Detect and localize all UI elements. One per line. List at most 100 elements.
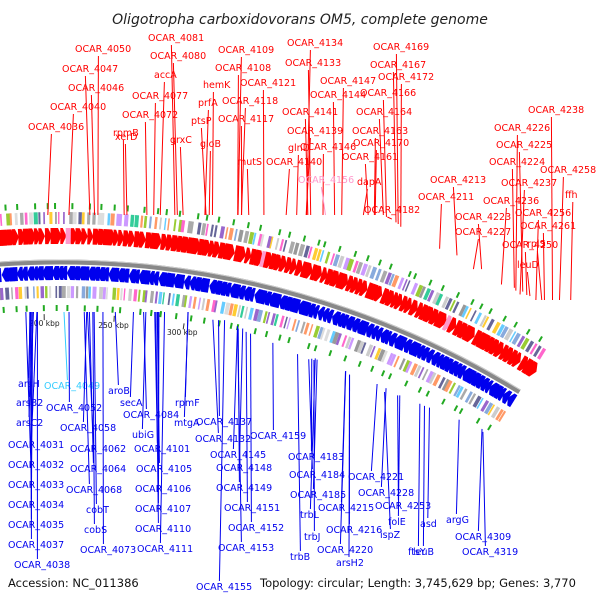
- inner-marker: [313, 345, 318, 352]
- inner-feature-block: [279, 315, 285, 328]
- reverse-gene-label: OCAR_4049: [44, 381, 100, 392]
- forward-label-leader: [452, 186, 458, 256]
- reverse-gene-label: OCAR_4151: [224, 503, 280, 514]
- forward-gene-arrow: [393, 293, 403, 310]
- forward-label-leader: [159, 81, 165, 216]
- outer-marker: [258, 224, 263, 231]
- inner-marker: [417, 386, 423, 394]
- reverse-gene-label: OCAR_4105: [136, 464, 192, 475]
- inner-marker: [425, 390, 430, 397]
- forward-gene-label: OCAR_4236: [483, 196, 539, 207]
- inner-feature-block: [205, 298, 211, 312]
- reverse-label-leader: [82, 311, 88, 423]
- forward-gene-arrow: [38, 228, 45, 245]
- genome-title: Oligotropha carboxidovorans OM5, complet…: [112, 12, 488, 28]
- outer-feature-block: [148, 216, 153, 229]
- inner-feature-block: [476, 397, 484, 409]
- forward-label-leader: [320, 186, 326, 216]
- reverse-strand-labels: arsHOCAR_4049arsB2arsC2OCAR_4031OCAR_403…: [8, 311, 518, 593]
- reverse-label-leader: [141, 311, 147, 430]
- outer-feature-block: [107, 213, 111, 226]
- reverse-gene-label: OCAR_4073: [80, 545, 136, 556]
- inner-marker: [278, 334, 282, 341]
- inner-feature-block: [468, 393, 477, 405]
- outer-feature-block: [481, 316, 490, 328]
- inner-feature-block: [70, 286, 75, 299]
- outer-marker: [232, 219, 236, 226]
- forward-gene-arrow: [243, 247, 252, 264]
- inner-feature-block: [308, 324, 314, 336]
- outer-feature-block: [196, 222, 202, 235]
- inner-feature-block: [356, 340, 365, 354]
- reverse-gene-arrow: [312, 304, 321, 319]
- reverse-label-leader: [63, 311, 68, 381]
- reverse-gene-arrow: [21, 266, 29, 281]
- outer-feature-block: [247, 231, 255, 245]
- reverse-gene-label: OCAR_4106: [135, 484, 191, 495]
- outer-feature-block: [173, 219, 177, 232]
- forward-gene-label: OCAR_4213: [430, 175, 486, 186]
- forward-label-leader: [472, 238, 479, 270]
- reverse-gene-arrow: [102, 267, 110, 282]
- outer-feature-block: [444, 297, 453, 311]
- forward-gene-arrow: [319, 266, 328, 284]
- inner-feature-block: [162, 292, 165, 305]
- outer-feature-block: [379, 270, 388, 283]
- inner-feature-block: [455, 386, 464, 399]
- outer-feature-block: [219, 226, 226, 239]
- forward-label-leader: [511, 168, 515, 288]
- outer-marker: [353, 250, 358, 258]
- outer-feature-block: [307, 246, 313, 259]
- forward-gene-label: OCAR_4036: [28, 122, 84, 133]
- reverse-label-leader: [237, 329, 242, 543]
- inner-marker: [387, 373, 393, 380]
- reverse-gene-arrow: [340, 314, 350, 329]
- inner-feature-block: [0, 287, 4, 301]
- forward-label-leader: [47, 133, 52, 216]
- inner-feature-block: [102, 287, 107, 300]
- outer-feature-block: [452, 301, 460, 314]
- reverse-gene-label: OCAR_4084: [123, 410, 179, 421]
- reverse-gene-arrow: [326, 309, 335, 324]
- reverse-gene-arrow: [307, 303, 317, 318]
- forward-label-leader: [378, 118, 384, 216]
- outer-feature-block: [529, 343, 538, 355]
- outer-feature-block: [365, 264, 372, 278]
- outer-feature-block: [499, 326, 509, 339]
- reverse-label-leader: [397, 395, 401, 517]
- forward-gene-label: OCAR_4224: [489, 157, 545, 168]
- outer-feature-block: [228, 227, 234, 241]
- outer-feature-block: [269, 236, 274, 249]
- forward-label-leader: [536, 250, 543, 301]
- reverse-gene-arrow: [72, 266, 81, 281]
- forward-label-leader: [373, 137, 376, 216]
- inner-feature-block: [413, 365, 422, 378]
- inner-marker: [381, 370, 386, 377]
- inner-feature-block: [286, 317, 291, 330]
- outer-feature-block: [311, 247, 319, 261]
- forward-gene-label: ffh: [565, 190, 578, 201]
- reverse-gene-label: OCAR_4110: [135, 524, 191, 535]
- outer-feature-block: [19, 212, 24, 225]
- forward-gene-arrow: [87, 228, 94, 245]
- forward-gene-label: OCAR_4182: [364, 205, 420, 216]
- outer-marker: [302, 235, 307, 242]
- reverse-gene-label: asd: [420, 519, 437, 530]
- outer-feature-block: [49, 212, 53, 225]
- reverse-gene-label: OCAR_4183: [288, 452, 344, 463]
- outer-marker: [407, 270, 412, 278]
- inner-feature-block: [128, 288, 133, 302]
- outer-feature-block: [337, 255, 345, 269]
- inner-marker: [229, 322, 233, 329]
- inner-feature-block: [270, 313, 276, 326]
- inner-marker: [287, 336, 291, 344]
- reverse-gene-arrow: [237, 285, 247, 300]
- inner-feature-block: [253, 308, 260, 322]
- reverse-gene-arrow: [148, 270, 155, 286]
- outer-feature-block: [209, 224, 214, 237]
- reverse-label-leader: [114, 311, 119, 386]
- forward-label-leader: [542, 232, 545, 301]
- backbone-highlight: [0, 259, 521, 391]
- reverse-gene-label: OCAR_4033: [8, 480, 64, 491]
- reverse-gene-arrow: [243, 286, 253, 302]
